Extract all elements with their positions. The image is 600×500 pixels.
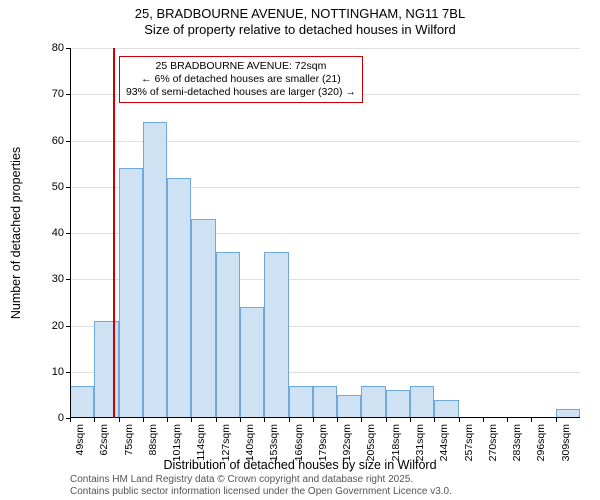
x-tick-label: 309sqm (560, 424, 572, 461)
x-tick-mark (216, 418, 217, 422)
x-tick-mark (70, 418, 71, 422)
gridline (70, 48, 580, 49)
attribution-line-1: Contains HM Land Registry data © Crown c… (70, 474, 452, 486)
x-tick-mark (410, 418, 411, 422)
x-tick-mark (94, 418, 95, 422)
x-tick-label: 75sqm (123, 424, 135, 456)
title-line-2: Size of property relative to detached ho… (0, 22, 600, 38)
x-tick-mark (434, 418, 435, 422)
property-marker-line (113, 48, 115, 418)
x-tick-label: 205sqm (365, 424, 377, 461)
x-axis-line (70, 417, 580, 418)
histogram-bar (434, 400, 458, 419)
x-tick-label: 270sqm (487, 424, 499, 461)
x-tick-mark (386, 418, 387, 422)
plot-inner: 0102030405060708049sqm62sqm75sqm88sqm101… (70, 48, 580, 418)
annotation-line-3: 93% of semi-detached houses are larger (… (126, 86, 356, 99)
x-tick-label: 296sqm (535, 424, 547, 461)
x-tick-label: 49sqm (74, 424, 86, 456)
histogram-bar (313, 386, 337, 418)
annotation-line-1: 25 BRADBOURNE AVENUE: 72sqm (126, 60, 356, 73)
x-tick-mark (264, 418, 265, 422)
x-tick-label: 283sqm (511, 424, 523, 461)
x-tick-mark (240, 418, 241, 422)
histogram-bar (361, 386, 385, 418)
y-tick-label: 20 (52, 320, 70, 332)
histogram-bar (289, 386, 313, 418)
y-axis-line (70, 48, 71, 418)
histogram-bar (264, 252, 288, 419)
histogram-bar (167, 178, 191, 419)
y-axis-title: Number of detached properties (9, 147, 23, 319)
attribution-block: Contains HM Land Registry data © Crown c… (70, 474, 452, 497)
y-tick-label: 10 (52, 366, 70, 378)
x-tick-mark (531, 418, 532, 422)
x-tick-label: 153sqm (268, 424, 280, 461)
x-tick-mark (337, 418, 338, 422)
x-tick-mark (313, 418, 314, 422)
annotation-box: 25 BRADBOURNE AVENUE: 72sqm← 6% of detac… (119, 56, 363, 103)
y-tick-label: 40 (52, 227, 70, 239)
attribution-line-2: Contains public sector information licen… (70, 486, 452, 498)
x-axis-title: Distribution of detached houses by size … (163, 458, 436, 472)
plot-area: 0102030405060708049sqm62sqm75sqm88sqm101… (70, 48, 580, 418)
histogram-bar (337, 395, 361, 418)
annotation-line-2: ← 6% of detached houses are smaller (21) (126, 73, 356, 86)
x-tick-label: 88sqm (147, 424, 159, 456)
histogram-bar (143, 122, 167, 418)
x-tick-label: 140sqm (244, 424, 256, 461)
x-tick-label: 231sqm (414, 424, 426, 461)
x-tick-label: 179sqm (317, 424, 329, 461)
y-tick-label: 30 (52, 273, 70, 285)
histogram-bar (240, 307, 264, 418)
x-tick-mark (143, 418, 144, 422)
x-tick-label: 114sqm (195, 424, 207, 461)
y-tick-label: 60 (52, 135, 70, 147)
title-line-1: 25, BRADBOURNE AVENUE, NOTTINGHAM, NG11 … (0, 6, 600, 22)
x-tick-label: 127sqm (220, 424, 232, 461)
x-tick-label: 101sqm (171, 424, 183, 461)
x-tick-mark (483, 418, 484, 422)
x-tick-mark (556, 418, 557, 422)
x-tick-mark (507, 418, 508, 422)
chart-titles: 25, BRADBOURNE AVENUE, NOTTINGHAM, NG11 … (0, 0, 600, 39)
y-tick-label: 50 (52, 181, 70, 193)
x-tick-label: 257sqm (463, 424, 475, 461)
histogram-bar (119, 168, 143, 418)
histogram-bar (386, 390, 410, 418)
x-tick-mark (167, 418, 168, 422)
chart-container: 25, BRADBOURNE AVENUE, NOTTINGHAM, NG11 … (0, 0, 600, 500)
histogram-bar (410, 386, 434, 418)
histogram-bar (70, 386, 94, 418)
y-tick-label: 80 (52, 42, 70, 54)
y-tick-label: 0 (58, 412, 70, 424)
y-tick-label: 70 (52, 88, 70, 100)
x-tick-label: 62sqm (98, 424, 110, 456)
x-tick-label: 218sqm (390, 424, 402, 461)
x-tick-mark (361, 418, 362, 422)
histogram-bar (191, 219, 215, 418)
x-tick-mark (459, 418, 460, 422)
histogram-bar (216, 252, 240, 419)
x-tick-label: 166sqm (293, 424, 305, 461)
x-tick-label: 244sqm (438, 424, 450, 461)
x-tick-label: 192sqm (341, 424, 353, 461)
x-tick-mark (191, 418, 192, 422)
x-tick-mark (119, 418, 120, 422)
x-tick-mark (289, 418, 290, 422)
